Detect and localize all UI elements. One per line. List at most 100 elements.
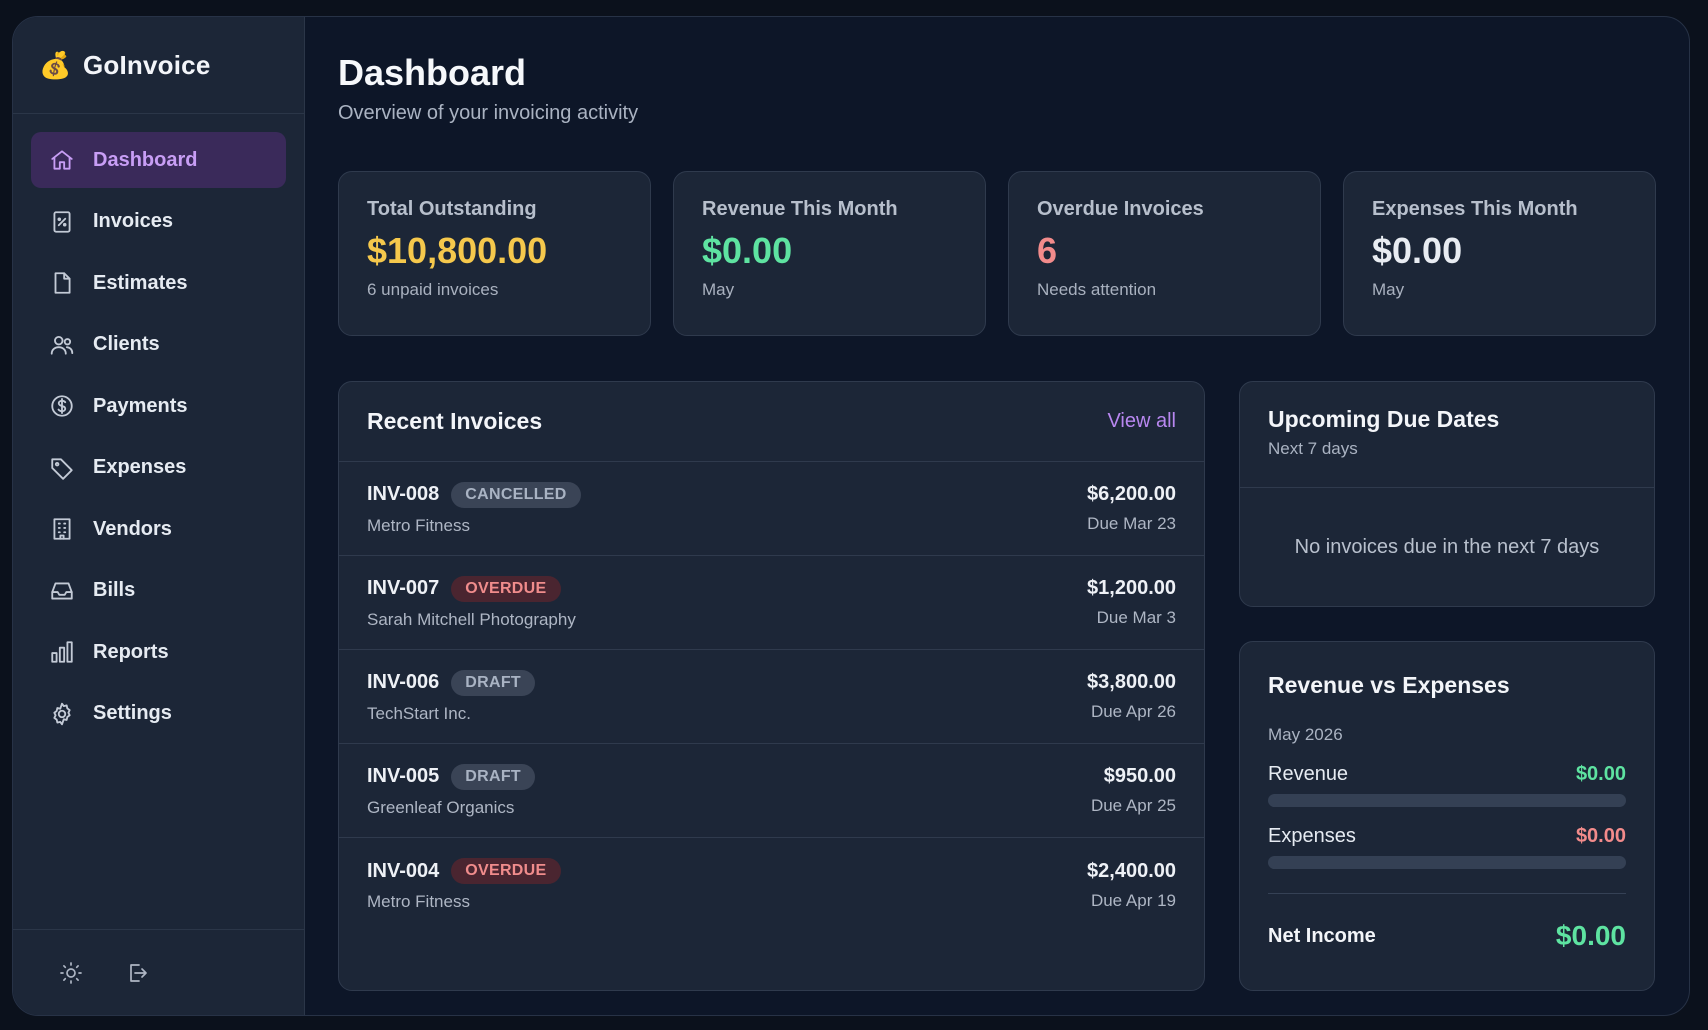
empty-state-message: No invoices due in the next 7 days	[1294, 535, 1600, 558]
dollar-circle-icon	[47, 391, 77, 421]
invoice-icon	[47, 207, 77, 237]
panel-title: Revenue vs Expenses	[1268, 672, 1510, 699]
sidebar-item-label: Settings	[93, 702, 172, 724]
invoice-number: INV-005	[367, 765, 440, 788]
table-row[interactable]: INV-004 OVERDUE Metro Fitness $2,400.00 …	[339, 838, 1204, 932]
divider	[1268, 893, 1626, 895]
table-row[interactable]: INV-007 OVERDUE Sarah Mitchell Photograp…	[339, 556, 1204, 651]
invoice-number: INV-008	[367, 483, 440, 506]
stat-label: Overdue Invoices	[1037, 198, 1204, 221]
sidebar-item-clients[interactable]: Clients	[31, 317, 286, 373]
net-income-label: Net Income	[1268, 924, 1376, 947]
net-income-value: $0.00	[1555, 920, 1626, 952]
sidebar-item-invoices[interactable]: Invoices	[31, 194, 286, 250]
revenue-bar	[1268, 794, 1626, 808]
recent-invoices-header: Recent Invoices View all	[339, 382, 1204, 463]
sidebar-item-payments[interactable]: Payments	[31, 378, 286, 434]
upcoming-due-header: Upcoming Due Dates Next 7 days	[1240, 382, 1654, 489]
sidebar-item-bills[interactable]: Bills	[31, 563, 286, 619]
expenses-value: $0.00	[1575, 825, 1626, 848]
logout-icon	[125, 961, 149, 985]
invoice-client: Sarah Mitchell Photography	[367, 609, 576, 629]
sidebar-item-label: Reports	[93, 640, 169, 663]
status-badge: DRAFT	[451, 763, 535, 790]
table-row[interactable]: INV-008 CANCELLED Metro Fitness $6,200.0…	[339, 462, 1204, 557]
invoice-due: Due Mar 23	[1087, 514, 1176, 534]
revenue-row: Revenue $0.00	[1268, 763, 1626, 786]
stat-card-overdue-invoices: Overdue Invoices 6 Needs attention	[1008, 171, 1321, 337]
expenses-bar	[1268, 856, 1626, 870]
stat-value: $0.00	[702, 230, 793, 272]
invoice-due: Due Mar 3	[1096, 608, 1176, 628]
stat-label: Revenue This Month	[702, 198, 898, 221]
right-column: Upcoming Due Dates Next 7 days No invoic…	[1239, 381, 1655, 992]
stat-value: 6	[1037, 230, 1058, 272]
sidebar-item-label: Dashboard	[93, 148, 198, 171]
invoice-client: Metro Fitness	[367, 892, 470, 912]
invoice-amount: $950.00	[1103, 765, 1176, 788]
sidebar-item-label: Vendors	[93, 517, 172, 540]
stat-card-revenue-this-month: Revenue This Month $0.00 May	[673, 171, 986, 337]
sidebar-item-settings[interactable]: Settings	[31, 686, 286, 742]
invoice-due: Due Apr 19	[1090, 890, 1176, 910]
invoice-number: INV-007	[367, 577, 440, 600]
invoice-number: INV-006	[367, 671, 440, 694]
stat-label: Total Outstanding	[367, 198, 537, 221]
stat-card-expenses-this-month: Expenses This Month $0.00 May	[1343, 171, 1656, 337]
sidebar-item-label: Invoices	[93, 210, 174, 232]
table-row[interactable]: INV-005 DRAFT Greenleaf Organics $950.00…	[339, 744, 1204, 839]
panel-title: Upcoming Due Dates	[1268, 406, 1500, 433]
stat-note: 6 unpaid invoices	[367, 280, 499, 300]
sidebar-item-reports[interactable]: Reports	[31, 624, 286, 680]
view-all-link[interactable]: View all	[1107, 410, 1176, 433]
theme-toggle-button[interactable]	[53, 955, 89, 991]
sidebar-item-label: Bills	[93, 579, 136, 601]
home-icon	[47, 145, 77, 175]
sidebar-footer	[13, 929, 304, 1015]
status-badge: DRAFT	[451, 669, 535, 696]
money-bag-icon: 💰	[39, 50, 72, 80]
page-title: Dashboard	[338, 52, 527, 93]
sidebar-item-expenses[interactable]: Expenses	[31, 440, 286, 496]
main-content: Dashboard Overview of your invoicing act…	[305, 17, 1689, 1015]
invoice-amount: $6,200.00	[1087, 483, 1176, 506]
sidebar-item-dashboard[interactable]: Dashboard	[31, 132, 286, 188]
sidebar-item-label: Estimates	[93, 271, 188, 294]
invoice-client: TechStart Inc.	[367, 703, 471, 723]
net-income-row: Net Income $0.00	[1268, 920, 1626, 952]
panel-subtitle: Next 7 days	[1268, 439, 1358, 459]
stat-value: $10,800.00	[367, 230, 548, 272]
brand-name: GoInvoice	[83, 49, 211, 80]
invoice-due: Due Apr 25	[1090, 796, 1176, 816]
page-subtitle: Overview of your invoicing activity	[338, 102, 639, 125]
stat-note: May	[1372, 280, 1405, 300]
invoice-amount: $3,800.00	[1087, 671, 1176, 694]
sun-icon	[59, 961, 83, 985]
invoice-amount: $2,400.00	[1087, 859, 1176, 882]
sidebar-item-vendors[interactable]: Vendors	[31, 501, 286, 557]
document-icon	[47, 268, 77, 298]
sidebar-item-estimates[interactable]: Estimates	[31, 255, 286, 311]
logout-button[interactable]	[119, 955, 155, 991]
stat-label: Expenses This Month	[1372, 198, 1578, 221]
invoice-amount: $1,200.00	[1087, 577, 1176, 600]
panel-title: Recent Invoices	[367, 408, 543, 435]
table-row[interactable]: INV-006 DRAFT TechStart Inc. $3,800.00 D…	[339, 650, 1204, 745]
period-label: May 2026	[1268, 725, 1343, 745]
users-icon	[47, 330, 77, 360]
sidebar-nav: Dashboard Invoices Estimates Clients	[13, 114, 304, 742]
lower-section: Recent Invoices View all INV-008 CANCELL…	[338, 381, 1657, 992]
recent-invoices-panel: Recent Invoices View all INV-008 CANCELL…	[338, 381, 1205, 992]
upcoming-due-panel: Upcoming Due Dates Next 7 days No invoic…	[1239, 381, 1655, 608]
sidebar: 💰 GoInvoice Dashboard Invoices Estim	[13, 17, 305, 1015]
invoice-client: Metro Fitness	[367, 515, 470, 535]
status-badge: OVERDUE	[451, 858, 561, 885]
bar-chart-icon	[47, 637, 77, 667]
tag-icon	[47, 453, 77, 483]
brand[interactable]: 💰 GoInvoice	[13, 17, 304, 114]
invoice-number: INV-004	[367, 859, 440, 882]
stat-note: May	[702, 280, 735, 300]
app-window: 💰 GoInvoice Dashboard Invoices Estim	[12, 16, 1690, 1016]
expenses-row: Expenses $0.00	[1268, 825, 1626, 848]
status-badge: CANCELLED	[451, 481, 581, 508]
